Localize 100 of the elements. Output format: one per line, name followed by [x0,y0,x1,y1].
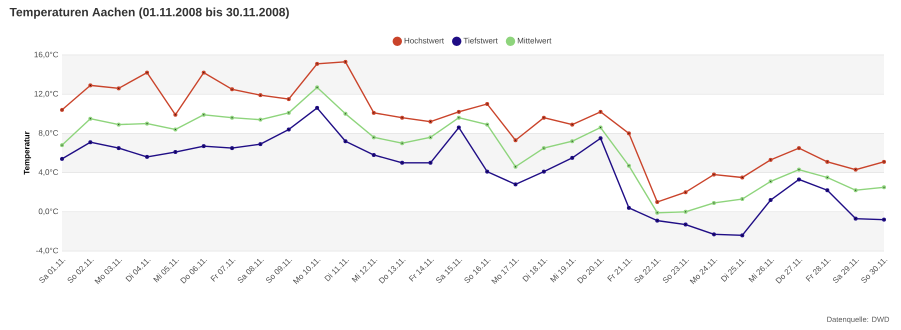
point [626,131,631,136]
point [286,97,291,102]
point [202,144,206,148]
point [372,135,376,140]
y-tick-label: 4,0°C [38,169,58,176]
point [343,112,348,116]
y-tick-label: 0,0°C [38,208,58,216]
point [768,158,773,162]
point [825,188,830,192]
point [230,116,234,120]
point [598,126,603,130]
point [116,86,121,90]
point [258,142,262,146]
point [740,197,744,202]
point [825,160,830,164]
point [796,177,801,182]
point [655,218,660,223]
point [854,168,858,172]
chart-title: Temperaturen Aachen (01.11.2008 bis 30.11.2008) [10,8,289,19]
point [712,232,716,236]
point [684,210,688,214]
point [740,176,744,180]
point [343,139,348,144]
point [570,122,574,127]
point [796,168,801,172]
point [230,87,234,92]
point [655,200,660,204]
point [202,112,206,117]
point [145,154,150,159]
point [230,146,234,150]
point [768,198,773,202]
point [456,126,461,130]
point [116,146,121,150]
point [882,160,886,164]
point [400,141,404,146]
point [258,118,262,122]
point [514,164,518,169]
point [712,172,716,177]
point [173,150,178,154]
point [514,138,518,142]
point [882,218,886,222]
point [684,222,688,227]
point [88,140,92,144]
point [60,156,64,161]
point [428,160,432,165]
point [428,135,432,140]
point [542,146,546,150]
point [485,122,490,127]
point [88,116,92,121]
point [598,136,603,140]
point [655,210,660,215]
point [626,164,631,168]
point [315,85,320,90]
point [428,120,432,124]
point [485,102,490,106]
point [854,188,858,192]
point [145,122,150,126]
point [768,179,773,184]
point [598,110,603,114]
point [258,93,262,98]
point [88,83,92,88]
point [456,116,461,120]
point [514,182,518,186]
point [372,152,376,157]
point [173,127,178,132]
y-axis-title: Temperatur [24,131,32,175]
point [882,185,886,190]
point [202,70,206,75]
point [60,108,64,112]
point [286,127,291,132]
point [570,139,574,144]
point [400,116,404,120]
point [456,110,461,114]
point [116,122,121,127]
point [145,70,150,75]
point [712,200,716,205]
y-tick-label: 16,0°C [34,52,58,58]
point [60,143,64,148]
point [796,146,801,150]
legend-label: Hochstwert [404,38,444,44]
point [315,106,320,110]
point [542,170,546,174]
point [684,190,688,194]
point [372,110,376,115]
legend-label: Tiefstwert [464,38,498,44]
point [315,62,320,66]
point [626,206,631,210]
y-tick-label: -4,0°C [36,248,58,254]
point [542,116,546,120]
point [400,160,404,165]
point [570,156,574,160]
y-tick-label: 8,0°C [38,130,58,137]
point [286,110,291,115]
point [825,176,830,180]
y-tick-label: 12,0°C [34,90,58,98]
point [173,112,178,117]
point [740,233,744,238]
legend-label: Mittelwert [518,38,552,44]
point [485,170,490,174]
point [343,60,348,64]
